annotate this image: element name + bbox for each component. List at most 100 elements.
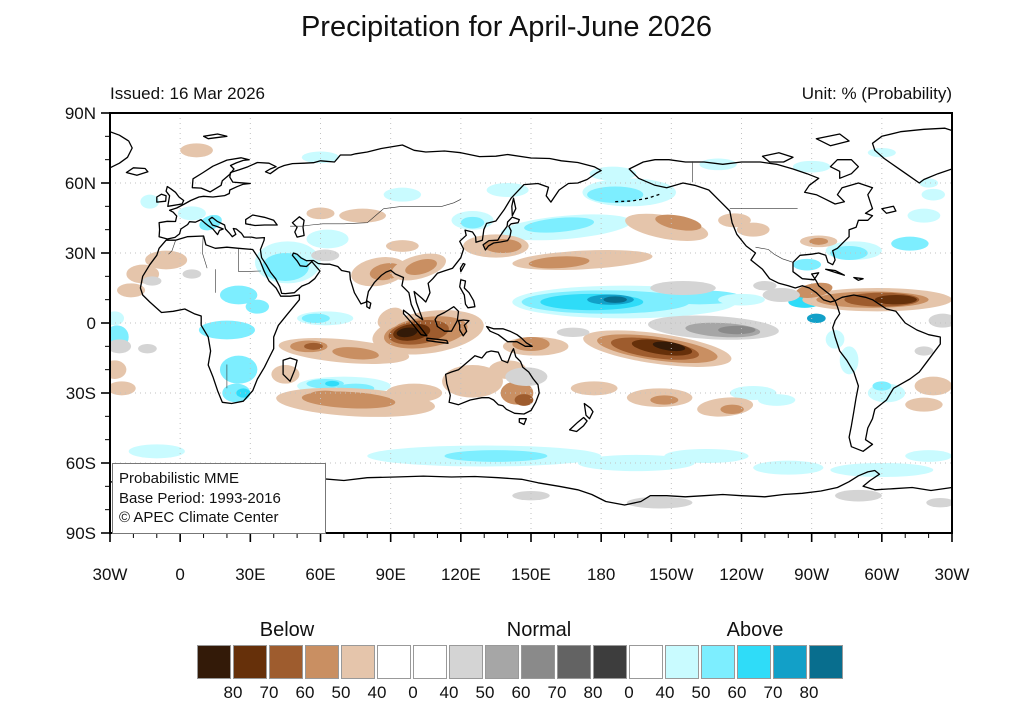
page-title: Precipitation for April-June 2026 xyxy=(300,11,713,43)
anomaly-blob xyxy=(762,288,800,302)
colorbar-box xyxy=(449,645,483,679)
coastline xyxy=(156,193,167,203)
x-tick-label: 120E xyxy=(441,565,481,584)
anomaly-blob xyxy=(718,293,765,306)
y-tick-label: 60S xyxy=(66,454,96,473)
coastline xyxy=(518,418,527,426)
anomaly-blob xyxy=(308,390,342,401)
anomaly-blob xyxy=(182,269,202,279)
anomaly-blob xyxy=(383,187,422,202)
colorbar-box xyxy=(233,645,267,679)
anomaly-blob xyxy=(442,365,503,398)
anomaly-blob xyxy=(444,450,548,462)
coastline xyxy=(366,300,372,310)
coastline xyxy=(426,337,449,344)
anomaly-blob xyxy=(664,449,749,463)
colorbar-box xyxy=(485,645,519,679)
coastline xyxy=(245,214,278,227)
anomaly-blob xyxy=(460,216,485,229)
anomaly-blob xyxy=(891,236,929,251)
colorbar-box xyxy=(629,645,663,679)
anomaly-blob xyxy=(339,208,386,223)
colorbar-box xyxy=(593,645,627,679)
anomaly-blob xyxy=(262,253,309,281)
colorbar-box xyxy=(665,645,699,679)
x-tick-label: 30W xyxy=(93,565,128,584)
anomaly-blob xyxy=(556,327,590,338)
coastline xyxy=(202,133,228,140)
x-tick-label: 120W xyxy=(719,565,763,584)
colorbar-box xyxy=(701,645,735,679)
anomaly-blob xyxy=(306,229,349,249)
colorbar-value-label: 70 xyxy=(547,683,567,702)
colorbar-box xyxy=(773,645,807,679)
anomaly-blob xyxy=(128,444,185,459)
anomaly-blob xyxy=(839,346,859,375)
y-tick-label: 90S xyxy=(66,524,96,543)
coastline xyxy=(158,144,602,321)
anomaly-blob xyxy=(110,311,125,326)
y-tick-label: 30S xyxy=(66,384,96,403)
coastline xyxy=(511,197,517,217)
anomaly-blob xyxy=(301,151,340,164)
coastline xyxy=(110,131,133,169)
anomaly-blob xyxy=(219,285,258,305)
coastline xyxy=(615,192,663,203)
coastline xyxy=(485,325,533,347)
colorbar-value-label: 0 xyxy=(408,683,418,702)
coastline xyxy=(291,216,305,238)
coastline xyxy=(444,348,540,415)
x-tick-label: 90W xyxy=(794,565,829,584)
anomaly-blob xyxy=(757,394,796,406)
anomaly-blob xyxy=(301,313,330,324)
anomaly-blob xyxy=(271,365,300,384)
anomaly-blob xyxy=(650,395,679,405)
anomaly-blob xyxy=(311,249,340,262)
anomaly-blob xyxy=(570,381,618,396)
colorbar-box xyxy=(305,645,339,679)
anomaly-blob xyxy=(753,281,777,291)
y-tick-label: 0 xyxy=(87,314,96,333)
x-tick-label: 0 xyxy=(175,565,184,584)
anomaly-blob xyxy=(405,259,437,275)
legend-line-base-period: Base Period: 1993-2016 xyxy=(119,489,281,507)
anomaly-blob xyxy=(835,489,882,502)
y-tick-label: 30N xyxy=(65,244,96,263)
anomaly-blob xyxy=(145,250,188,270)
anomaly-blob xyxy=(792,258,822,271)
anomaly-shading xyxy=(110,143,952,509)
anomaly-blob xyxy=(650,281,716,295)
anomaly-blob xyxy=(396,327,418,338)
colorbar: Below Normal Above 80 70 60 50 40 0 40 50 60 70 80 0 40… xyxy=(197,619,849,711)
coastline xyxy=(583,402,594,420)
anomaly-blob xyxy=(142,276,162,286)
anomaly-blob xyxy=(385,383,443,403)
anomaly-blob xyxy=(138,344,157,354)
anomaly-blob xyxy=(652,341,686,352)
coastline xyxy=(825,268,846,276)
anomaly-blob xyxy=(117,283,146,298)
anomaly-blob xyxy=(514,394,534,406)
colorbar-value-label: 70 xyxy=(763,683,783,702)
x-tick-label: 150W xyxy=(649,565,693,584)
anomaly-blob xyxy=(718,325,756,335)
country-border xyxy=(383,199,461,209)
coastline xyxy=(402,309,428,337)
colorbar-group-label: Below xyxy=(259,619,315,641)
y-tick-label: 60N xyxy=(65,174,96,193)
colorbar-box xyxy=(269,645,303,679)
anomaly-blob xyxy=(304,342,323,350)
anomaly-blob xyxy=(110,381,136,396)
coastline xyxy=(832,294,941,452)
coastline xyxy=(125,167,149,176)
legend-line-method: Probabilistic MME xyxy=(119,470,240,487)
colorbar-box xyxy=(197,645,231,679)
colorbar-box xyxy=(557,645,591,679)
anomaly-blob xyxy=(245,299,270,314)
map-legend-box: Probabilistic MME Base Period: 1993-2016… xyxy=(112,463,326,534)
coastline xyxy=(871,127,952,184)
anomaly-blob xyxy=(926,498,952,508)
coastline xyxy=(628,159,874,303)
